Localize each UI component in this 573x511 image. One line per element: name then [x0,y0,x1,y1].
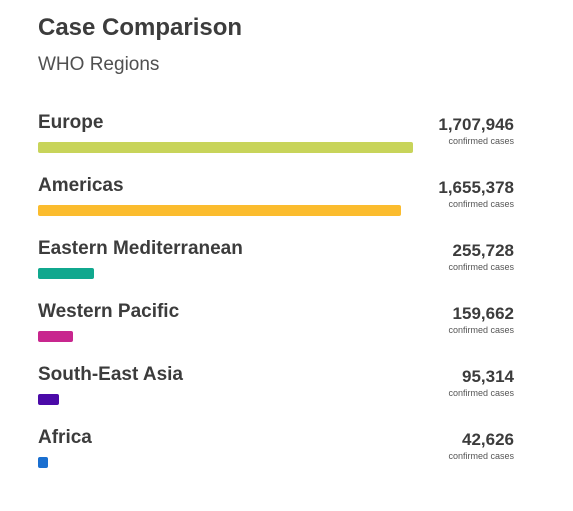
region-bar [38,268,94,279]
region-row: Western Pacific 159,662 confirmed cases [38,301,518,357]
region-label: South-East Asia [38,364,183,385]
region-row: Africa 42,626 confirmed cases [38,427,518,483]
region-label: Eastern Mediterranean [38,238,243,259]
chart-subtitle: WHO Regions [38,54,160,75]
region-label: Europe [38,112,104,133]
region-label: Americas [38,175,124,196]
region-bar [38,331,73,342]
case-count: 1,707,946 [438,115,514,134]
case-unit-label: confirmed cases [448,199,514,209]
case-unit-label: confirmed cases [448,388,514,398]
case-unit-label: confirmed cases [448,451,514,461]
region-row: Eastern Mediterranean 255,728 confirmed ca… [38,238,518,294]
region-bar [38,205,401,216]
case-unit-label: confirmed cases [448,136,514,146]
case-unit-label: confirmed cases [448,325,514,335]
region-label: Africa [38,427,92,448]
region-bar [38,394,59,405]
chart-title: Case Comparison [38,14,243,41]
case-unit-label: confirmed cases [448,262,514,272]
case-count: 95,314 [462,367,514,386]
region-bar [38,457,48,468]
case-count: 159,662 [452,304,514,323]
case-count: 42,626 [462,430,514,449]
case-count: 255,728 [452,241,514,260]
case-count: 1,655,378 [438,178,514,197]
region-row: South-East Asia 95,314 confirmed cases [38,364,518,420]
region-label: Western Pacific [38,301,180,322]
region-bar [38,142,413,153]
region-row: Europe 1,707,946 confirmed cases [38,112,518,168]
region-row: Americas 1,655,378 confirmed cases [38,175,518,231]
